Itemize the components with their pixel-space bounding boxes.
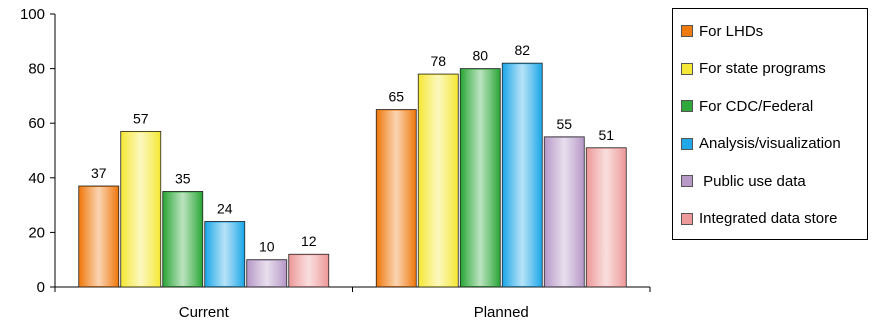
legend-item: For state programs — [681, 59, 826, 79]
data-label: 78 — [430, 53, 446, 69]
category-label: Current — [179, 304, 230, 321]
legend: For LHDs For state programs For CDC/Federa… — [672, 8, 868, 240]
bar-highlight — [79, 186, 118, 286]
data-label: 12 — [301, 233, 317, 249]
y-tick-label: 20 — [28, 224, 45, 241]
data-label: 55 — [556, 116, 572, 132]
legend-label: Analysis/visualization — [699, 135, 841, 152]
legend-item: Public use data — [681, 171, 806, 191]
y-tick-label: 100 — [20, 6, 45, 23]
bar-highlight — [121, 132, 160, 286]
legend-item: Integrated data store — [681, 209, 837, 229]
legend-swatch — [681, 100, 693, 112]
category-label: Planned — [474, 304, 529, 321]
legend-swatch — [681, 62, 693, 75]
legend-swatch — [681, 137, 693, 150]
labels: 37 57 35 24 10 12 Current 65 78 80 82 55 51 Planned — [91, 42, 614, 321]
bar-highlight — [419, 75, 458, 286]
legend-item: For CDC/Federal — [681, 96, 813, 116]
bar-highlight — [163, 192, 202, 286]
bars — [78, 62, 627, 288]
bar-highlight — [205, 222, 244, 286]
legend-swatch — [681, 175, 693, 187]
data-label: 80 — [472, 48, 488, 64]
y-tick-label: 60 — [28, 115, 45, 132]
legend-label: Public use data — [699, 172, 806, 190]
data-label: 10 — [259, 239, 275, 255]
bar-highlight — [461, 69, 500, 286]
legend-item: For LHDs — [681, 21, 763, 41]
data-label: 37 — [91, 165, 107, 181]
y-tick-label: 0 — [37, 279, 45, 296]
bar-highlight — [545, 137, 584, 286]
bar-highlight — [503, 64, 542, 286]
legend-label: Integrated data store — [699, 210, 838, 227]
legend-swatch — [681, 212, 693, 225]
bar-chart: 0 20 40 60 80 100 37 57 35 24 10 12 Current 65 78 80 82… — [20, 6, 651, 321]
bar-highlight — [247, 260, 286, 286]
data-label: 57 — [133, 110, 149, 126]
legend-label: For CDC/Federal — [699, 97, 814, 115]
y-tick-label: 40 — [28, 170, 45, 187]
legend-label: For LHDs — [699, 22, 764, 40]
legend-swatch — [681, 25, 693, 37]
legend-item: Analysis/visualization — [681, 134, 841, 154]
data-label: 24 — [217, 200, 233, 216]
bar-highlight — [377, 110, 416, 286]
bar-highlight — [587, 148, 626, 286]
data-label: 65 — [388, 89, 404, 105]
y-tick-label: 80 — [28, 61, 45, 78]
data-label: 82 — [514, 42, 530, 58]
legend-label: For state programs — [699, 60, 826, 77]
data-label: 51 — [598, 127, 614, 143]
data-label: 35 — [175, 170, 191, 186]
bar-highlight — [289, 255, 328, 286]
